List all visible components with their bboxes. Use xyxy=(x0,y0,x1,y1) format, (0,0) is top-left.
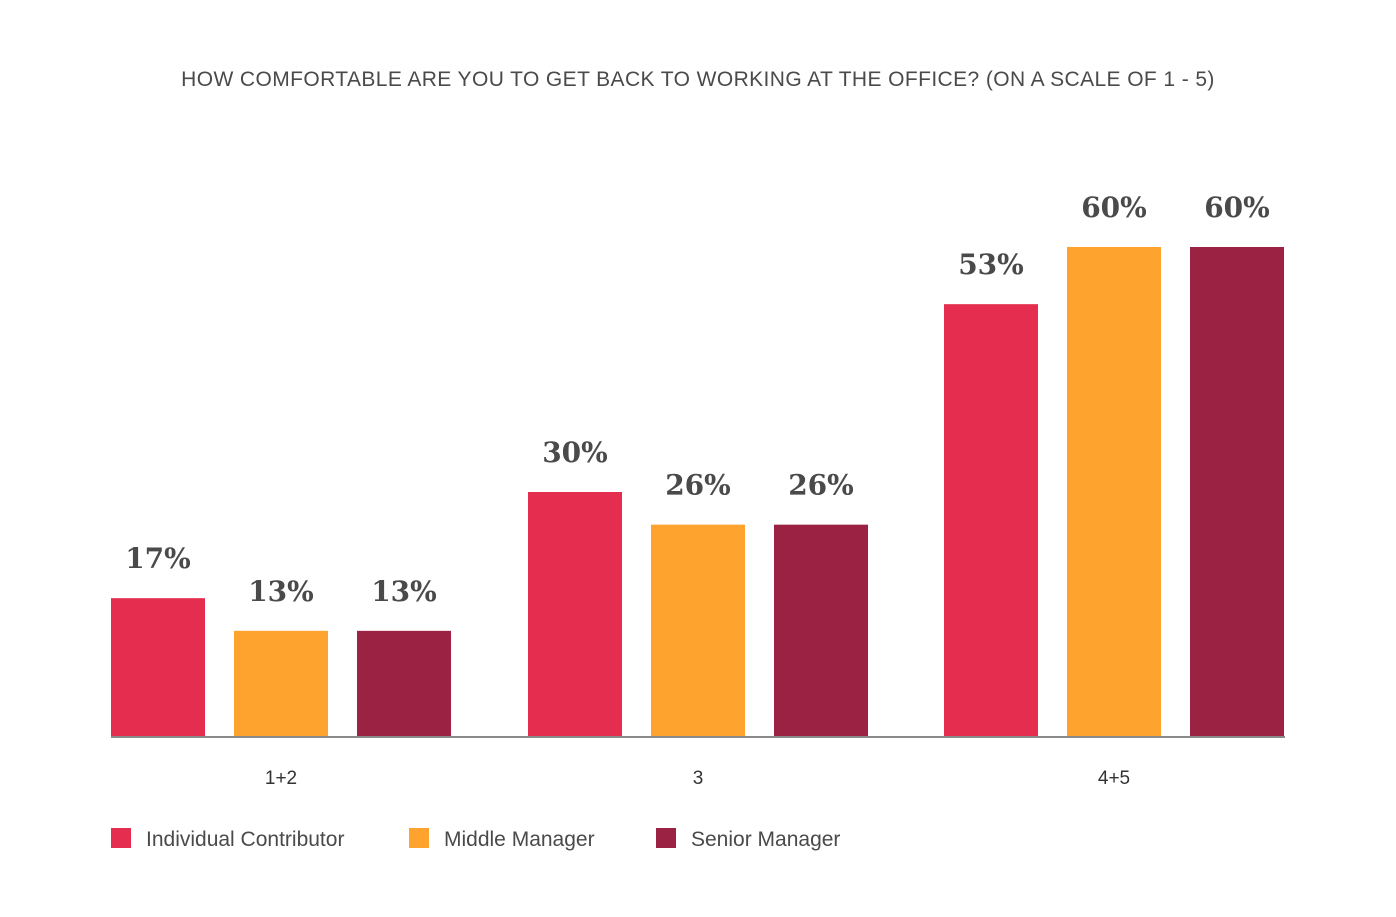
x-tick-label: 1+2 xyxy=(265,768,297,789)
data-label: 30% xyxy=(542,436,608,469)
legend-swatch xyxy=(111,828,131,848)
legend-label: Senior Manager xyxy=(691,828,840,851)
data-label: 26% xyxy=(788,469,854,502)
bar-4+5-individual-contributor xyxy=(944,304,1038,737)
legend: Individual Contributor Middle Manager Seni… xyxy=(111,828,840,851)
bar-4+5-senior-manager xyxy=(1190,247,1284,737)
data-label: 13% xyxy=(371,575,437,608)
data-labels-group: 17% 13% 13% 30% 26% 26% 53% 60% 60% xyxy=(125,191,1270,608)
x-tick-labels: 1+2 3 4+5 xyxy=(265,768,1130,789)
data-label: 26% xyxy=(665,469,731,502)
legend-swatch xyxy=(409,828,429,848)
data-label: 60% xyxy=(1204,191,1270,224)
bar-1+2-middle-manager xyxy=(234,630,328,737)
legend-label: Middle Manager xyxy=(444,828,595,851)
legend-swatch xyxy=(656,828,676,848)
chart-title: HOW COMFORTABLE ARE YOU TO GET BACK TO W… xyxy=(181,68,1215,91)
legend-label: Individual Contributor xyxy=(146,828,344,851)
bars-group xyxy=(111,247,1284,737)
bar-3-senior-manager xyxy=(774,524,868,737)
bar-3-middle-manager xyxy=(651,524,745,737)
bar-1+2-senior-manager xyxy=(357,630,451,737)
x-tick-label: 4+5 xyxy=(1098,768,1130,789)
bar-3-individual-contributor xyxy=(528,492,622,737)
data-label: 53% xyxy=(958,248,1024,281)
data-label: 13% xyxy=(248,575,314,608)
data-label: 60% xyxy=(1081,191,1147,224)
bar-1+2-individual-contributor xyxy=(111,598,205,737)
bar-4+5-middle-manager xyxy=(1067,247,1161,737)
x-tick-label: 3 xyxy=(693,768,704,789)
data-label: 17% xyxy=(125,542,191,575)
